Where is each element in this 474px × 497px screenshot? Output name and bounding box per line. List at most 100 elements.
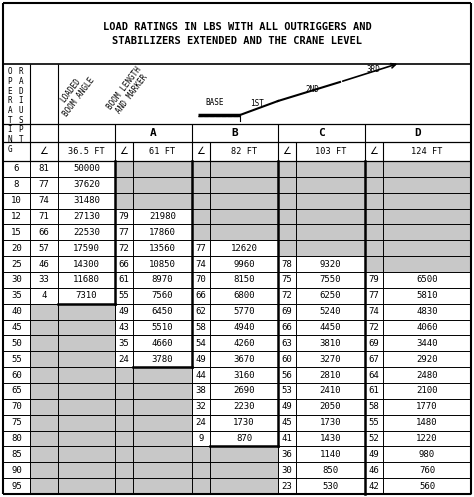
Text: 2920: 2920 xyxy=(416,355,438,364)
Bar xyxy=(30,367,115,383)
Text: 90: 90 xyxy=(11,466,22,475)
Text: 70: 70 xyxy=(196,275,206,284)
Text: 85: 85 xyxy=(11,450,22,459)
Text: 3440: 3440 xyxy=(416,339,438,348)
Text: 2690: 2690 xyxy=(233,387,255,396)
Text: 79: 79 xyxy=(118,212,129,221)
Text: 74: 74 xyxy=(196,259,206,268)
Text: 77: 77 xyxy=(369,291,379,300)
Text: 12620: 12620 xyxy=(230,244,257,252)
Text: 69: 69 xyxy=(282,307,292,316)
Text: 7310: 7310 xyxy=(76,291,97,300)
Text: 56: 56 xyxy=(282,371,292,380)
Bar xyxy=(278,193,365,209)
Text: T: T xyxy=(8,116,12,125)
Text: 49: 49 xyxy=(196,355,206,364)
Text: 15: 15 xyxy=(11,228,22,237)
Text: 21980: 21980 xyxy=(149,212,176,221)
Text: 30: 30 xyxy=(11,275,22,284)
Text: 49: 49 xyxy=(118,307,129,316)
Text: C: C xyxy=(318,128,325,138)
Text: 72: 72 xyxy=(118,244,129,252)
Bar xyxy=(365,177,471,193)
Text: 77: 77 xyxy=(38,180,49,189)
Text: B: B xyxy=(232,128,238,138)
Text: 72: 72 xyxy=(282,291,292,300)
Bar xyxy=(365,225,471,240)
Text: S: S xyxy=(18,116,23,125)
Text: 65: 65 xyxy=(11,387,22,396)
Text: 5240: 5240 xyxy=(320,307,341,316)
Text: 9: 9 xyxy=(198,434,204,443)
Bar xyxy=(115,193,192,209)
Bar xyxy=(278,209,365,225)
Text: R: R xyxy=(8,96,12,105)
Text: 24: 24 xyxy=(118,355,129,364)
Text: 38: 38 xyxy=(196,387,206,396)
Text: 850: 850 xyxy=(322,466,338,475)
Text: 10: 10 xyxy=(11,196,22,205)
Text: 71: 71 xyxy=(38,212,49,221)
Text: BASE: BASE xyxy=(205,98,224,107)
Text: 41: 41 xyxy=(282,434,292,443)
Text: E: E xyxy=(8,86,12,95)
Text: 37620: 37620 xyxy=(73,180,100,189)
Text: ∠: ∠ xyxy=(119,147,128,157)
Text: 75: 75 xyxy=(11,418,22,427)
Text: 4260: 4260 xyxy=(233,339,255,348)
Text: 77: 77 xyxy=(118,228,129,237)
Text: 32: 32 xyxy=(196,402,206,412)
Bar xyxy=(30,335,115,351)
Bar xyxy=(192,478,278,494)
Text: P: P xyxy=(8,77,12,86)
Text: 61: 61 xyxy=(369,387,379,396)
Text: STABILIZERS EXTENDED AND THE CRANE LEVEL: STABILIZERS EXTENDED AND THE CRANE LEVEL xyxy=(112,36,362,47)
Text: 4450: 4450 xyxy=(320,323,341,332)
Bar xyxy=(278,161,365,177)
Bar xyxy=(278,240,365,256)
Text: 1480: 1480 xyxy=(416,418,438,427)
Text: 6450: 6450 xyxy=(152,307,173,316)
Text: U: U xyxy=(18,106,23,115)
Text: D: D xyxy=(415,128,421,138)
Text: 60: 60 xyxy=(282,355,292,364)
Text: 70: 70 xyxy=(11,402,22,412)
Bar xyxy=(278,177,365,193)
Text: 74: 74 xyxy=(369,307,379,316)
Text: 23: 23 xyxy=(282,482,292,491)
Bar xyxy=(30,383,115,399)
Text: ∠: ∠ xyxy=(370,147,378,157)
Bar xyxy=(365,193,471,209)
Text: 6: 6 xyxy=(14,165,19,173)
Text: 3670: 3670 xyxy=(233,355,255,364)
Text: 36.5 FT: 36.5 FT xyxy=(68,147,105,156)
Text: 5510: 5510 xyxy=(152,323,173,332)
Bar xyxy=(365,256,471,272)
Bar xyxy=(30,462,115,478)
Text: 4060: 4060 xyxy=(416,323,438,332)
Text: 52: 52 xyxy=(369,434,379,443)
Text: 66: 66 xyxy=(282,323,292,332)
Text: 530: 530 xyxy=(322,482,338,491)
Text: 54: 54 xyxy=(196,339,206,348)
Bar xyxy=(30,430,115,446)
Text: 8150: 8150 xyxy=(233,275,255,284)
Text: 2050: 2050 xyxy=(320,402,341,412)
Text: 4660: 4660 xyxy=(152,339,173,348)
Text: 12: 12 xyxy=(11,212,22,221)
Text: 42: 42 xyxy=(369,482,379,491)
Text: 760: 760 xyxy=(419,466,435,475)
Text: 22530: 22530 xyxy=(73,228,100,237)
Bar xyxy=(365,161,471,177)
Text: 58: 58 xyxy=(196,323,206,332)
Text: 49: 49 xyxy=(369,450,379,459)
Bar xyxy=(365,240,471,256)
Text: 980: 980 xyxy=(419,450,435,459)
Text: 1730: 1730 xyxy=(320,418,341,427)
Text: 72: 72 xyxy=(369,323,379,332)
Text: 8: 8 xyxy=(14,180,19,189)
Bar xyxy=(115,414,192,430)
Text: 27130: 27130 xyxy=(73,212,100,221)
Text: D: D xyxy=(18,86,23,95)
Text: 10850: 10850 xyxy=(149,259,176,268)
